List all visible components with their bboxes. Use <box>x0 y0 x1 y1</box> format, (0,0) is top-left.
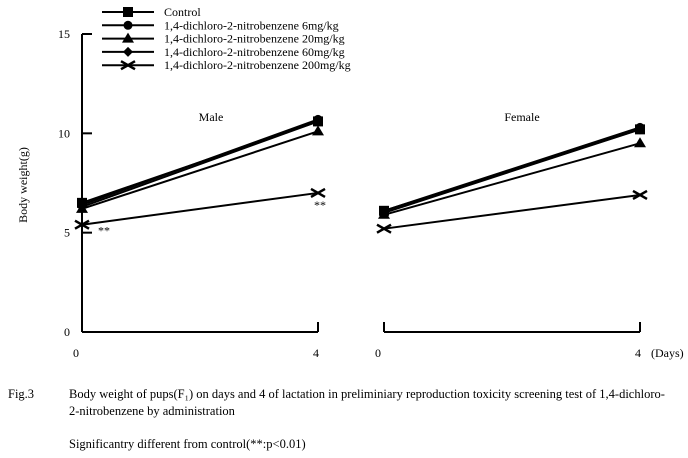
significance-annotation: ** <box>98 224 110 238</box>
x-tick-label: 0 <box>375 346 381 360</box>
series-path <box>383 193 641 230</box>
series-line <box>74 187 326 230</box>
y-tick-label: 15 <box>58 27 70 41</box>
square-marker <box>123 7 133 17</box>
significance-note: Significantry different from control(**:… <box>69 437 306 451</box>
triangle-marker <box>634 137 646 148</box>
y-axis-label: Body weight(g) <box>16 147 30 223</box>
series-path <box>383 128 641 214</box>
panel-title: Male <box>199 110 224 124</box>
diamond-marker <box>123 46 133 57</box>
x-marker <box>74 219 90 230</box>
x-tick-label: 4 <box>313 346 319 360</box>
triangle-marker <box>122 32 134 43</box>
y-tick-label: 10 <box>58 126 70 140</box>
series-path <box>383 142 641 216</box>
circle-marker <box>123 20 133 30</box>
legend-item: 1,4-dichloro-2-nitrobenzene 6mg/kg <box>102 18 339 32</box>
x-marker-stroke <box>310 187 326 199</box>
x-marker-stroke <box>376 223 392 234</box>
figure-caption: Body weight of pups(F₁) on days and 4 of… <box>69 387 665 418</box>
series-path <box>81 130 319 210</box>
panel-female <box>376 122 648 234</box>
x-axis-unit-label: (Days) <box>651 346 684 360</box>
y-tick-label: 5 <box>64 226 70 240</box>
triangle-marker <box>312 125 324 136</box>
series-line <box>76 125 324 213</box>
legend-item: Control <box>102 5 201 19</box>
x-marker <box>310 187 326 199</box>
series: ** ** <box>74 114 648 238</box>
diamond-marker <box>379 207 389 218</box>
series-line <box>378 137 646 219</box>
x-marker <box>376 223 392 234</box>
legend-item: 1,4-dichloro-2-nitrobenzene 60mg/kg <box>102 45 345 59</box>
y-tick-label: 0 <box>64 325 70 339</box>
significance-annotation: ** <box>314 198 326 212</box>
series-path <box>383 126 641 212</box>
series-line <box>376 189 648 234</box>
series-path <box>81 120 319 208</box>
x-marker <box>632 189 648 201</box>
series-path <box>81 191 319 226</box>
x-tick-label: 0 <box>73 346 79 360</box>
legend-item: 1,4-dichloro-2-nitrobenzene 20mg/kg <box>102 32 345 46</box>
legend-label: 1,4-dichloro-2-nitrobenzene 6mg/kg <box>164 18 339 32</box>
legend-label: 1,4-dichloro-2-nitrobenzene 200mg/kg <box>164 58 351 72</box>
x-marker-stroke <box>74 219 90 230</box>
legend-item: 1,4-dichloro-2-nitrobenzene 200mg/kg <box>102 58 351 72</box>
x-marker <box>120 60 136 71</box>
diamond-marker <box>313 116 323 127</box>
x-marker-stroke <box>120 60 136 71</box>
panel-title: Female <box>504 110 539 124</box>
series-line <box>77 116 323 212</box>
series-path <box>81 118 319 206</box>
legend-label: Control <box>164 5 201 19</box>
x-tick-label: 4 <box>635 346 641 360</box>
axes: 0 5 10 15 0 4 Male 0 4 Female <box>58 27 641 360</box>
legend-label: 1,4-dichloro-2-nitrobenzene 60mg/kg <box>164 45 345 59</box>
diamond-marker <box>77 201 87 212</box>
series-line <box>379 124 645 218</box>
x-marker-stroke <box>632 189 648 201</box>
figure-label: Fig.3 <box>8 387 35 401</box>
diamond-marker <box>635 124 645 135</box>
legend-label: 1,4-dichloro-2-nitrobenzene 20mg/kg <box>164 32 345 46</box>
panel-male: ** ** <box>74 114 326 238</box>
